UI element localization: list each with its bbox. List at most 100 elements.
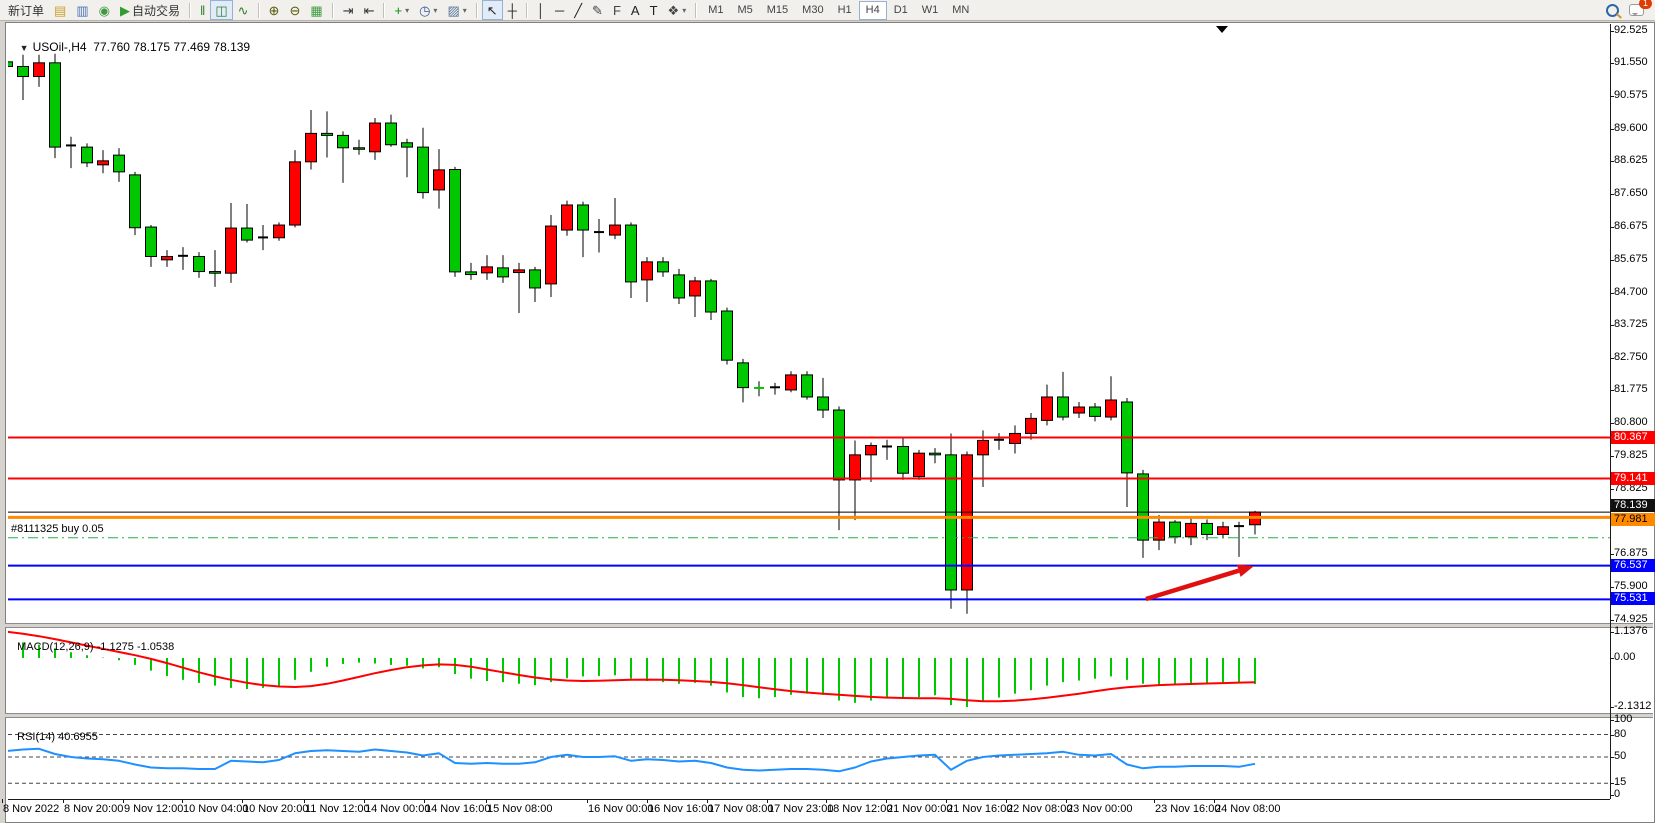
- candle: [129, 171, 141, 236]
- crosshair-icon[interactable]: ┼: [503, 0, 522, 20]
- line-chart-icon[interactable]: ∿: [233, 0, 254, 20]
- fibonacci-icon: F: [612, 2, 621, 18]
- arrows-icon[interactable]: ❖ ▾: [663, 0, 692, 20]
- candle: [1201, 519, 1213, 541]
- candle: [833, 406, 845, 531]
- time-label: 17 Nov 08:00: [708, 803, 774, 815]
- candles: [8, 53, 1261, 614]
- candle: [161, 250, 173, 267]
- indicators-icon[interactable]: + ▾: [389, 0, 414, 20]
- position-label: #8111325 buy 0.05: [11, 523, 104, 535]
- time-label: 10 Nov 04:00: [183, 803, 249, 815]
- dropdown-caret-icon[interactable]: ▾: [462, 5, 467, 15]
- annotation-arrow[interactable]: [1145, 564, 1254, 602]
- time-label: 16 Nov 00:00: [588, 803, 654, 815]
- time-tick: [1066, 799, 1067, 803]
- bar-chart-icon[interactable]: ‖: [195, 0, 210, 20]
- candle: [193, 252, 205, 278]
- timeframe-M1[interactable]: M1: [708, 4, 724, 16]
- time-tick: [647, 799, 648, 803]
- candle: [545, 215, 557, 297]
- horizontal-line-icon[interactable]: ─: [550, 0, 569, 20]
- dropdown-caret-icon[interactable]: ▾: [682, 5, 687, 15]
- candle: [385, 114, 397, 147]
- macd-values: -1.1275 -1.0538: [96, 641, 175, 653]
- price-tick: [1610, 260, 1614, 261]
- chart-dropdown-icon[interactable]: ▼: [19, 43, 29, 53]
- navigator-icon[interactable]: ◉: [94, 0, 115, 20]
- timeframe-M30[interactable]: M30: [802, 4, 824, 16]
- timeframe-W1[interactable]: W1: [921, 4, 939, 16]
- price-tick-label: 87.650: [1614, 186, 1648, 199]
- indicators-icon: +: [394, 2, 403, 18]
- candle: [689, 276, 701, 318]
- candlestick-chart-icon[interactable]: ◫: [210, 0, 233, 20]
- horizontal-line-icon: ─: [555, 2, 565, 18]
- trendline-icon[interactable]: ╱: [569, 0, 587, 20]
- price-badge-76.537: 76.537: [1611, 558, 1655, 572]
- autotrading-button-label: 自动交易: [131, 3, 180, 18]
- search-icon[interactable]: [1606, 3, 1619, 17]
- periods-icon[interactable]: ◷ ▾: [414, 0, 442, 20]
- notifications-button[interactable]: 1: [1629, 0, 1652, 16]
- panel-splitter-rsi[interactable]: [5, 713, 1653, 718]
- text-icon: A: [630, 2, 640, 18]
- macd-panel[interactable]: [8, 627, 1610, 713]
- price-tick-label: 80.800: [1614, 416, 1648, 429]
- chart-shift-icon[interactable]: ⇤: [359, 0, 380, 20]
- autotrading-button[interactable]: ▶ 自动交易: [115, 0, 185, 20]
- timeframe-MN[interactable]: MN: [952, 4, 970, 16]
- macd-tick-label: 1.1376: [1614, 624, 1648, 637]
- text-label-icon: T: [649, 2, 658, 18]
- timeframe-H1[interactable]: H1: [837, 4, 852, 16]
- auto-scroll-icon[interactable]: ⇥: [338, 0, 359, 20]
- timeframe-H4[interactable]: H4: [858, 0, 887, 20]
- price-tick: [1610, 619, 1614, 621]
- elliott-icon[interactable]: ✎: [587, 0, 608, 20]
- rsi-panel[interactable]: [8, 717, 1610, 799]
- fibonacci-icon[interactable]: F: [608, 0, 626, 20]
- candle: [1137, 469, 1149, 558]
- candle: [961, 451, 973, 614]
- zoom-in-icon: ⊕: [268, 2, 280, 18]
- time-label: 8 Nov 2022: [3, 803, 60, 815]
- chart-shift-marker[interactable]: [1216, 26, 1228, 33]
- price-chart[interactable]: [8, 24, 1610, 623]
- cursor-icon[interactable]: ↖: [481, 0, 503, 20]
- new-order-button[interactable]: 新订单: [3, 0, 49, 20]
- data-window-icon[interactable]: ▥: [71, 0, 93, 20]
- timeframe-D1[interactable]: D1: [893, 4, 908, 16]
- price-tick-label: 83.725: [1614, 318, 1648, 331]
- text-icon[interactable]: A: [626, 0, 645, 20]
- zoom-in-icon[interactable]: ⊕: [264, 0, 285, 20]
- time-tick: [486, 799, 487, 803]
- dropdown-caret-icon[interactable]: ▾: [433, 5, 438, 15]
- candle: [1089, 402, 1101, 422]
- dropdown-caret-icon[interactable]: ▾: [405, 5, 410, 15]
- time-label: 24 Nov 08:00: [1215, 803, 1281, 815]
- candle: [801, 371, 813, 400]
- panel-splitter-macd[interactable]: [5, 623, 1653, 628]
- candle: [1249, 510, 1261, 535]
- cursor-icon: ↖: [486, 2, 498, 18]
- templates-icon[interactable]: ▨ ▾: [442, 0, 471, 20]
- price-tick: [1610, 554, 1614, 556]
- candle: [66, 136, 76, 169]
- candle: [289, 150, 301, 228]
- timeframe-M5[interactable]: M5: [737, 4, 753, 16]
- candle: [241, 203, 253, 243]
- market-watch-icon[interactable]: ▤: [49, 0, 71, 20]
- tile-windows-icon[interactable]: ▦: [305, 0, 327, 20]
- rsi-label: RSI(14) 40.6955: [17, 731, 98, 743]
- zoom-out-icon[interactable]: ⊖: [284, 0, 305, 20]
- vertical-line-icon[interactable]: │: [532, 0, 550, 20]
- chart-symbol-period: USOil-,H4: [32, 40, 87, 54]
- price-tick: [1610, 489, 1614, 491]
- candle: [17, 54, 29, 100]
- text-label-icon[interactable]: T: [645, 0, 663, 20]
- price-tick-label: 82.750: [1614, 350, 1648, 363]
- candle: [8, 61, 13, 67]
- candle: [481, 255, 493, 280]
- price-tick: [1610, 390, 1614, 392]
- timeframe-M15[interactable]: M15: [766, 4, 789, 16]
